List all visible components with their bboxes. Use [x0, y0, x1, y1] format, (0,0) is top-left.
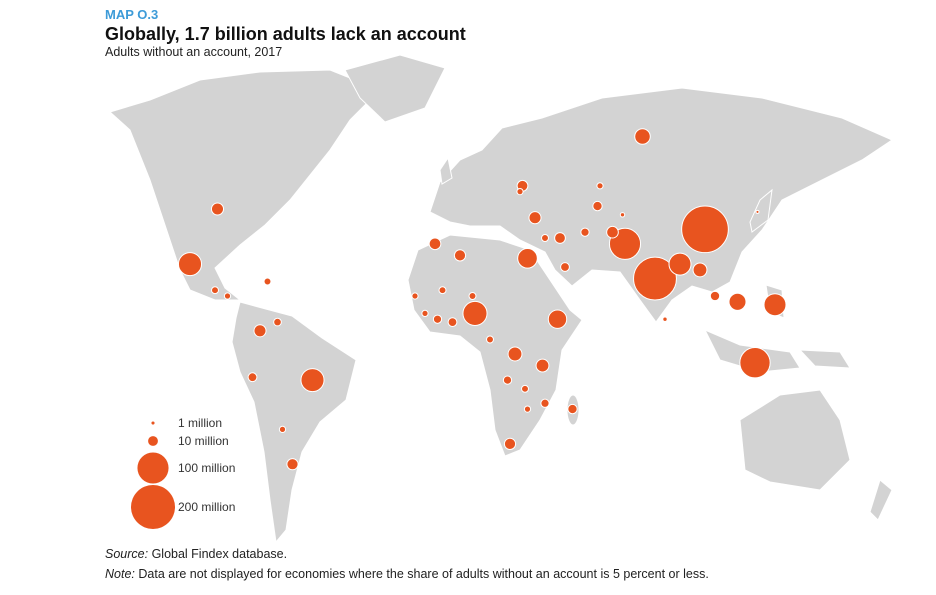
bubble [211, 286, 219, 295]
bubble [763, 293, 787, 317]
bubble [447, 317, 458, 328]
bubble [547, 309, 568, 329]
bubble [681, 205, 729, 254]
bubble [633, 256, 677, 301]
north-america [109, 69, 381, 301]
bubble [503, 437, 517, 451]
bubble [634, 128, 651, 145]
legend-label: 1 million [178, 416, 222, 430]
bubble [300, 368, 325, 393]
legend-label: 100 million [178, 461, 235, 475]
bubble [507, 346, 523, 362]
bubble [210, 202, 225, 216]
bubble [523, 405, 532, 413]
japan [749, 188, 773, 233]
new-zealand [869, 479, 893, 521]
bubble [755, 209, 760, 214]
bubble [580, 227, 590, 237]
bubble [535, 358, 550, 373]
bubble [462, 300, 488, 326]
source-text: Global Findex database. [148, 547, 287, 561]
bubble [486, 335, 494, 344]
uk [439, 156, 453, 185]
bubble [739, 347, 771, 379]
subtitle: Adults without an account, 2017 [105, 45, 282, 59]
legend-circle [137, 452, 169, 484]
bubble [516, 187, 524, 196]
bubble [560, 262, 570, 272]
bubble [223, 292, 232, 300]
bubble [278, 425, 287, 434]
map-label: MAP O.3 [105, 7, 158, 22]
bubble [606, 225, 619, 239]
source: Source: Global Findex database. [105, 547, 287, 561]
bubble [453, 249, 467, 262]
bubble [253, 324, 267, 338]
bubble [728, 292, 747, 311]
south-america [231, 301, 357, 544]
bubble [438, 286, 447, 295]
bubble [411, 292, 419, 300]
note: Note: Data are not displayed for economi… [105, 567, 709, 581]
bubble [263, 277, 272, 286]
bubble [432, 314, 443, 324]
legend-circle [131, 485, 175, 529]
legend-label: 10 million [178, 434, 229, 448]
bubble [502, 375, 513, 385]
basemap [109, 54, 894, 544]
bubbles [177, 128, 787, 471]
bubble [273, 317, 282, 327]
legend-label: 200 million [178, 500, 235, 514]
legend-circle [148, 436, 158, 446]
bubble [619, 212, 626, 218]
greenland [344, 54, 446, 123]
bubble [247, 372, 258, 383]
source-label: Source: [105, 547, 148, 561]
bubble [554, 232, 566, 244]
bubble [692, 262, 708, 278]
legend: 1 million 10 million 100 million 200 millio… [131, 416, 235, 529]
bubble [668, 252, 692, 276]
bubble [709, 290, 721, 302]
bubble [540, 398, 550, 408]
bubble [177, 252, 203, 277]
title: Globally, 1.7 billion adults lack an acc… [105, 24, 466, 44]
bubble [567, 403, 578, 415]
bubble [428, 237, 442, 251]
bubble [596, 182, 604, 190]
note-label: Note: [105, 567, 135, 581]
bubble [541, 234, 549, 242]
bubble [528, 211, 542, 225]
bubble [662, 316, 668, 322]
legend-circle [151, 421, 155, 425]
bubble [286, 458, 299, 471]
bubble [517, 247, 538, 269]
bubble [421, 309, 429, 318]
bubble [468, 292, 477, 300]
new-guinea [798, 349, 851, 369]
note-text: Data are not displayed for economies whe… [135, 567, 709, 581]
bubble [592, 200, 603, 212]
bubble [521, 384, 529, 393]
eurasia [429, 87, 894, 323]
australia [739, 389, 851, 491]
